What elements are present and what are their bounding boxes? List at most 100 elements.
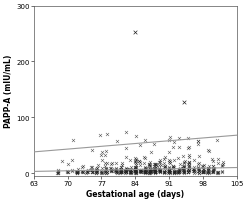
Point: [167, 169, 171, 172]
Point: [157, 169, 161, 172]
Point: [154, 170, 157, 173]
Point: [158, 168, 162, 171]
Point: [103, 164, 107, 167]
Point: [207, 149, 211, 153]
Point: [149, 170, 153, 174]
Point: [89, 168, 93, 172]
Point: [114, 168, 118, 171]
Point: [166, 171, 170, 174]
Point: [173, 170, 177, 174]
Point: [104, 171, 108, 174]
Point: [134, 168, 138, 171]
Point: [70, 169, 74, 172]
Point: [211, 168, 215, 171]
Point: [149, 151, 153, 154]
Point: [128, 168, 132, 171]
Point: [167, 139, 171, 142]
Point: [95, 164, 99, 167]
Point: [124, 170, 128, 173]
Point: [99, 154, 103, 157]
Point: [134, 166, 138, 169]
Point: [133, 165, 137, 169]
Point: [206, 167, 210, 170]
Point: [167, 170, 171, 174]
Point: [129, 170, 133, 174]
Point: [197, 154, 201, 158]
Point: [207, 167, 211, 170]
Point: [120, 168, 124, 172]
Point: [120, 170, 124, 173]
Point: [75, 171, 79, 174]
Point: [173, 169, 177, 173]
Point: [143, 168, 147, 171]
Point: [119, 168, 123, 172]
Point: [182, 161, 186, 164]
Point: [144, 170, 148, 174]
Point: [114, 169, 118, 172]
Point: [168, 160, 172, 163]
Point: [182, 165, 186, 169]
Point: [105, 170, 109, 173]
Point: [65, 169, 69, 172]
Point: [120, 164, 124, 167]
Point: [99, 170, 103, 173]
Point: [186, 171, 190, 174]
Point: [133, 161, 137, 164]
Point: [177, 170, 181, 173]
Point: [129, 170, 133, 174]
Point: [152, 167, 156, 170]
Point: [163, 165, 167, 168]
Point: [216, 139, 219, 142]
Point: [142, 155, 146, 159]
Point: [158, 164, 162, 167]
Point: [128, 170, 132, 174]
Point: [114, 170, 118, 174]
Point: [108, 166, 112, 169]
Point: [76, 170, 80, 174]
Point: [186, 168, 190, 171]
Point: [114, 170, 118, 174]
Point: [143, 165, 147, 168]
Point: [134, 135, 138, 138]
Point: [177, 145, 181, 149]
Point: [187, 163, 191, 166]
Point: [148, 170, 152, 173]
Point: [119, 169, 123, 173]
Point: [152, 143, 156, 146]
Point: [206, 169, 210, 172]
Point: [119, 170, 123, 174]
Point: [118, 170, 122, 174]
Point: [123, 170, 127, 173]
Point: [211, 170, 215, 173]
Point: [95, 167, 99, 170]
Point: [153, 163, 156, 166]
Point: [196, 168, 200, 171]
Point: [201, 170, 205, 174]
Point: [148, 160, 152, 163]
Point: [177, 137, 181, 140]
Point: [138, 163, 142, 167]
Point: [139, 169, 143, 172]
Point: [154, 170, 157, 174]
Point: [119, 170, 123, 173]
Point: [128, 171, 132, 174]
Point: [123, 171, 127, 175]
Point: [90, 169, 94, 172]
Point: [154, 163, 157, 166]
Point: [134, 171, 138, 174]
Point: [66, 171, 70, 174]
Point: [109, 169, 113, 172]
Point: [167, 161, 171, 164]
X-axis label: Gestational age (days): Gestational age (days): [86, 189, 185, 198]
Point: [172, 164, 176, 167]
Point: [75, 171, 79, 174]
Point: [118, 171, 122, 174]
Point: [191, 168, 195, 171]
Point: [119, 171, 123, 175]
Point: [186, 167, 190, 170]
Point: [182, 101, 186, 104]
Point: [206, 170, 210, 174]
Point: [94, 171, 98, 175]
Point: [182, 164, 186, 168]
Point: [187, 154, 191, 157]
